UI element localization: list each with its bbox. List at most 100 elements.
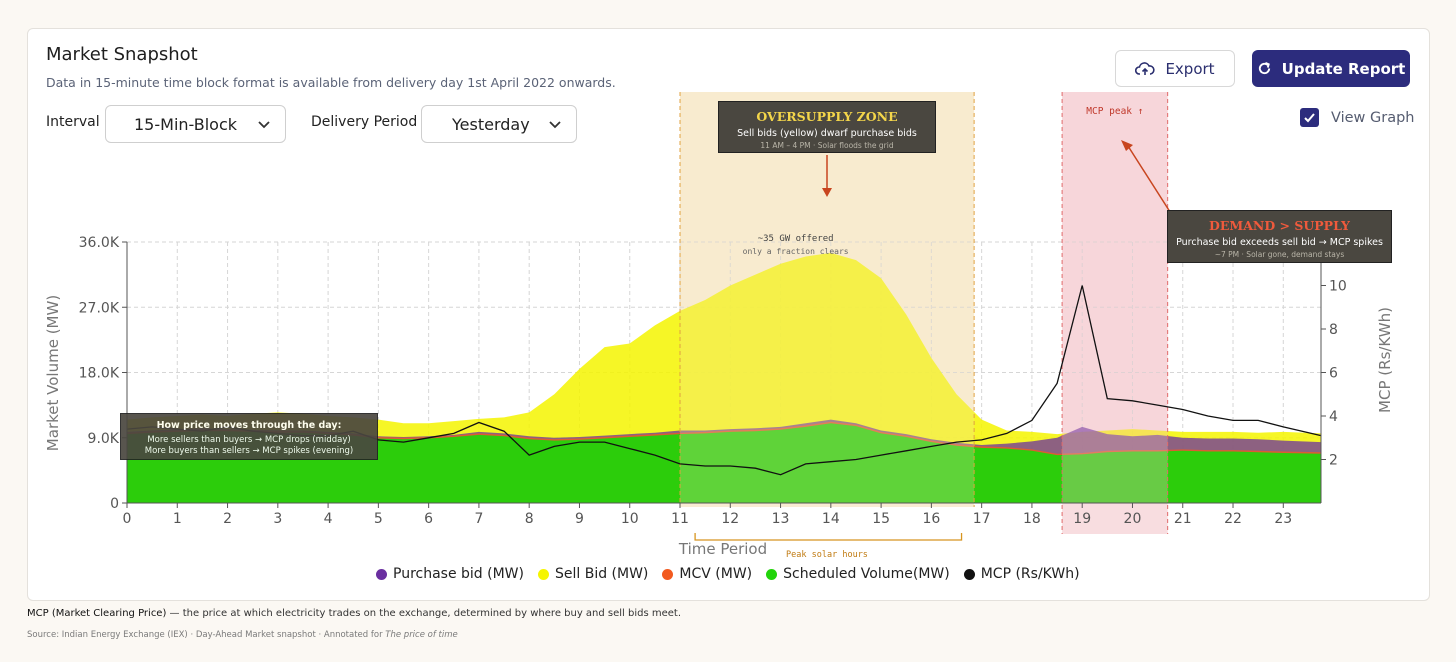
interval-select[interactable]: 15-Min-Block xyxy=(105,105,286,143)
x-tick-label: 5 xyxy=(374,511,383,527)
legend-sell-bid[interactable]: Sell Bid (MW) xyxy=(537,566,649,582)
chevron-down-icon xyxy=(549,121,561,129)
howprice-title: How price moves through the day: xyxy=(156,420,342,431)
peak-solar-bracket xyxy=(694,533,963,541)
demand-arrow-head xyxy=(1121,140,1133,151)
source-note: Source: Indian Energy Exchange (IEX) · D… xyxy=(27,630,458,640)
y-left-tick-label: 18.0K xyxy=(79,366,120,382)
source-text: Source: Indian Energy Exchange (IEX) · D… xyxy=(27,630,386,640)
x-tick-label: 8 xyxy=(525,511,534,527)
legend-dot xyxy=(766,568,778,580)
x-tick-label: 19 xyxy=(1073,511,1091,527)
interval-select-value: 15-Min-Block xyxy=(134,114,237,134)
view-graph-label: View Graph xyxy=(1331,109,1415,126)
page-title: Market Snapshot xyxy=(46,44,198,65)
delivery-period-select[interactable]: Yesterday xyxy=(421,105,577,143)
y-left-tick-label: 0 xyxy=(110,496,119,512)
x-tick-label: 23 xyxy=(1274,511,1292,527)
x-tick-label: 13 xyxy=(772,511,790,527)
legend-label: MCV (MW) xyxy=(679,566,753,582)
y-left-tick-label: 36.0K xyxy=(79,235,120,251)
legend-dot xyxy=(537,568,549,580)
export-button[interactable]: Export xyxy=(1115,50,1235,87)
x-tick-label: 3 xyxy=(273,511,282,527)
scheduled-volume-area xyxy=(127,423,1321,503)
legend-mcv[interactable]: MCV (MW) xyxy=(662,566,752,582)
page-subtitle: Data in 15-minute time block format is a… xyxy=(46,75,616,90)
y-right-tick-label: 10 xyxy=(1329,279,1347,295)
demand-supply-callout: DEMAND > SUPPLY Purchase bid exceeds sel… xyxy=(1167,210,1392,263)
x-tick-label: 1 xyxy=(173,511,182,527)
legend-purchase-bid[interactable]: Purchase bid (MW) xyxy=(376,566,524,582)
delivery-period-label: Delivery Period xyxy=(311,114,418,130)
legend-dot xyxy=(963,568,975,580)
chart-legend: Purchase bid (MW) Sell Bid (MW) MCV (MW)… xyxy=(376,566,1080,582)
view-graph-toggle[interactable]: View Graph xyxy=(1300,108,1415,127)
export-label: Export xyxy=(1165,59,1215,78)
cloud-upload-icon xyxy=(1135,61,1155,75)
x-tick-label: 12 xyxy=(721,511,739,527)
interval-label: Interval xyxy=(46,114,100,130)
x-tick-label: 21 xyxy=(1174,511,1192,527)
legend-scheduled-volume[interactable]: Scheduled Volume(MW) xyxy=(766,566,950,582)
legend-label: Scheduled Volume(MW) xyxy=(783,566,950,582)
legend-dot xyxy=(376,568,387,580)
demand-line1: Purchase bid exceeds sell bid → MCP spik… xyxy=(1176,237,1383,248)
y-left-tick-label: 27.0K xyxy=(79,300,120,316)
mcp-peak-zone-tint xyxy=(1062,92,1168,503)
legend-label: MCP (Rs/KWh) xyxy=(980,566,1080,582)
oversupply-line1: Sell bids (yellow) dwarf purchase bids xyxy=(737,128,917,139)
update-report-label: Update Report xyxy=(1281,59,1406,78)
footnote-term: MCP (Market Clearing Price) xyxy=(27,608,167,619)
x-tick-label: 6 xyxy=(424,511,433,527)
offered-sublabel: only a fraction clears xyxy=(743,247,849,256)
refresh-icon xyxy=(1258,62,1270,75)
x-tick-label: 2 xyxy=(223,511,232,527)
oversupply-callout: OVERSUPPLY ZONE Sell bids (yellow) dwarf… xyxy=(718,101,936,153)
x-tick-label: 7 xyxy=(474,511,483,527)
x-tick-label: 15 xyxy=(872,511,890,527)
howprice-line2: More buyers than sellers → MCP spikes (e… xyxy=(144,446,354,456)
oversupply-line2: 11 AM – 4 PM · Solar floods the grid xyxy=(760,141,894,150)
x-tick-label: 0 xyxy=(123,511,132,527)
footnote-text: — the price at which electricity trades … xyxy=(166,608,682,619)
x-axis-title: Time Period xyxy=(678,540,767,558)
y-right-tick-label: 2 xyxy=(1329,453,1338,469)
x-tick-label: 9 xyxy=(575,511,584,527)
check-icon xyxy=(1304,113,1315,123)
mcp-peak-label: MCP peak ↑ xyxy=(1086,106,1143,117)
legend-dot xyxy=(662,568,674,580)
y-right-tick-label: 4 xyxy=(1329,409,1338,425)
oversupply-arrow-head xyxy=(822,188,832,197)
y-right-tick-label: 6 xyxy=(1329,366,1338,382)
howprice-line1: More sellers than buyers → MCP drops (mi… xyxy=(147,435,351,445)
update-report-button[interactable]: Update Report xyxy=(1252,50,1410,87)
legend-label: Sell Bid (MW) xyxy=(554,566,649,582)
x-tick-label: 10 xyxy=(621,511,639,527)
x-tick-label: 22 xyxy=(1224,511,1242,527)
offered-label: ~35 GW offered xyxy=(758,234,834,244)
oversupply-title: OVERSUPPLY ZONE xyxy=(756,109,898,124)
mcp-footnote: MCP (Market Clearing Price) — the price … xyxy=(27,608,681,619)
x-tick-label: 20 xyxy=(1124,511,1142,527)
legend-label: Purchase bid (MW) xyxy=(393,566,524,582)
x-tick-label: 17 xyxy=(973,511,991,527)
oversupply-zone-tint xyxy=(680,92,975,503)
x-tick-label: 4 xyxy=(324,511,333,527)
y-right-tick-label: 8 xyxy=(1329,322,1338,338)
x-tick-label: 14 xyxy=(822,511,840,527)
source-italic: The price of time xyxy=(385,630,458,640)
x-tick-label: 18 xyxy=(1023,511,1041,527)
y-axis-right-title: MCP (Rs/KWh) xyxy=(1376,307,1394,413)
how-price-moves-callout: How price moves through the day: More se… xyxy=(120,413,378,460)
x-tick-label: 16 xyxy=(922,511,940,527)
delivery-period-select-value: Yesterday xyxy=(452,114,530,134)
demand-arrow xyxy=(1127,145,1173,216)
peak-solar-label: Peak solar hours xyxy=(786,550,868,560)
chevron-down-icon xyxy=(258,121,270,129)
view-graph-checkbox[interactable] xyxy=(1300,108,1319,127)
legend-mcp[interactable]: MCP (Rs/KWh) xyxy=(963,566,1080,582)
x-tick-label: 11 xyxy=(671,511,689,527)
y-left-tick-label: 9.0K xyxy=(88,431,120,447)
